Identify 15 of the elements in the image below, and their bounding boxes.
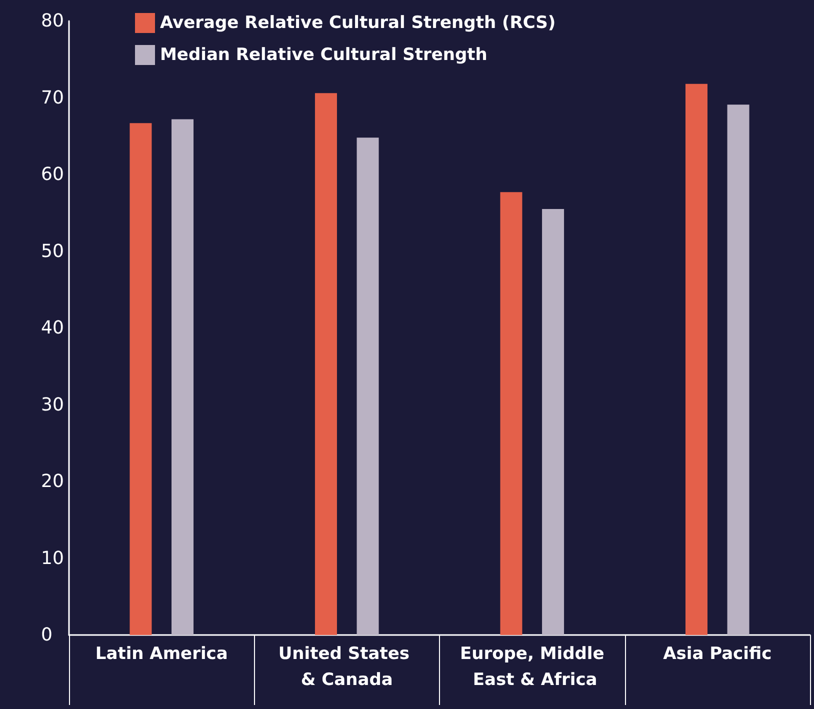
legend-label: Median Relative Cultural Strength xyxy=(160,45,488,65)
y-tick-label: 40 xyxy=(41,318,64,338)
y-tick-label: 20 xyxy=(41,471,64,492)
x-tick-label: Latin America xyxy=(95,644,228,664)
y-tick-label: 60 xyxy=(41,164,64,185)
y-tick-label: 70 xyxy=(41,87,64,108)
legend-label: Average Relative Cultural Strength (RCS) xyxy=(160,13,556,33)
y-tick-label: 30 xyxy=(41,394,64,416)
x-tick-label: Europe, Middle East & Africa xyxy=(460,644,604,690)
y-tick-label: 50 xyxy=(41,240,64,262)
y-tick-label: 0 xyxy=(41,624,52,646)
x-tick-label: United States & Canada xyxy=(278,644,416,690)
y-tick-label: 10 xyxy=(41,548,64,569)
y-tick-label: 80 xyxy=(41,10,64,32)
x-tick-label: Asia Pacific xyxy=(663,644,772,664)
